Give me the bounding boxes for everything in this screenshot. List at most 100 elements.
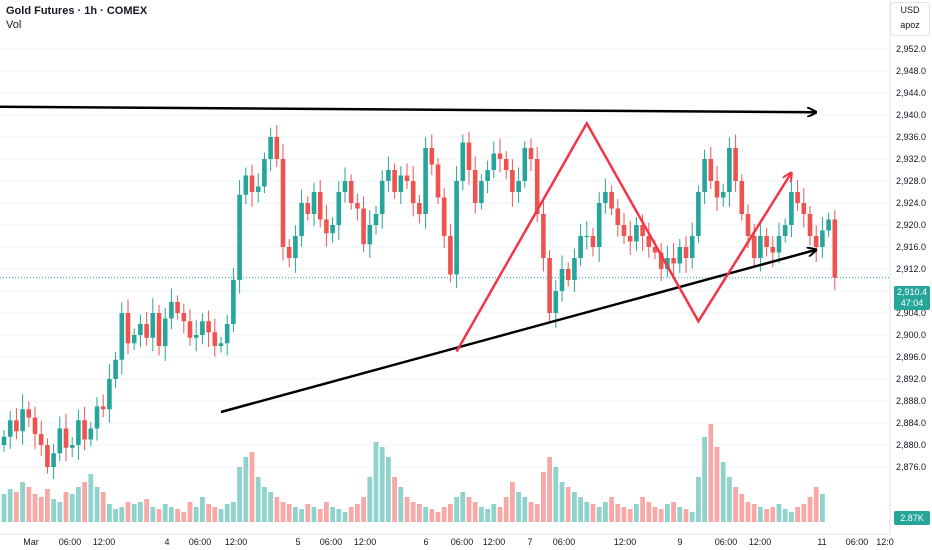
- candle-body: [479, 181, 484, 203]
- candle-body: [392, 170, 397, 192]
- candle-body: [119, 313, 125, 360]
- candle-body: [503, 159, 509, 170]
- candle-body: [497, 153, 503, 159]
- volume-bar: [107, 504, 112, 522]
- volume-bar: [454, 497, 459, 522]
- volume-bar: [57, 502, 63, 522]
- candle-body: [534, 159, 540, 214]
- candle-body: [528, 148, 534, 159]
- volume-bar: [274, 497, 280, 522]
- candle-body: [491, 153, 497, 170]
- price-tick-label: 2,884.0: [896, 418, 926, 428]
- zigzag-projection-arrow: [455, 120, 792, 353]
- candle-body: [32, 417, 38, 434]
- volume-bar: [720, 462, 726, 522]
- candle-body: [361, 208, 366, 245]
- volume-bar: [708, 424, 714, 522]
- volume-bar: [361, 497, 366, 522]
- volume-bar: [584, 502, 590, 522]
- candle-body: [69, 445, 75, 448]
- volume-bar: [237, 467, 242, 522]
- candle-body: [832, 219, 838, 278]
- candle-body: [144, 324, 149, 338]
- candle-body: [696, 192, 701, 236]
- time-axis[interactable]: Mar 06:00 12:00 4 06:00 12:00 5 06:00 12:00 6 06:0…: [0, 533, 894, 547]
- time-tick-label: 06:00: [320, 537, 343, 547]
- volume-bar: [336, 509, 342, 522]
- price-axis[interactable]: 2,952.0 2,948.0 2,944.0 2,940.0 2,936.0 2,932…: [889, 0, 932, 550]
- scale-mode-label: apoz: [900, 20, 920, 30]
- volume-bar: [206, 504, 211, 522]
- volume-bar: [342, 512, 348, 522]
- candle-body: [758, 236, 763, 258]
- candle-body: [683, 247, 689, 258]
- volume-bar: [162, 504, 168, 522]
- candle-body: [609, 192, 614, 209]
- volume-bar: [156, 509, 162, 522]
- candle-body: [206, 321, 211, 333]
- volume-bar: [565, 487, 571, 522]
- volume-bar: [150, 507, 156, 522]
- candle-body: [739, 181, 745, 214]
- candle-body: [578, 236, 583, 258]
- candle-body: [634, 225, 639, 242]
- volume-bar: [386, 457, 391, 522]
- candle-body: [38, 434, 44, 445]
- volume-label[interactable]: Vol: [6, 19, 22, 31]
- candle-body: [665, 258, 670, 269]
- volume-bar: [479, 507, 484, 522]
- candle-body: [243, 175, 249, 195]
- volume-bar: [652, 507, 658, 522]
- price-tick-label: 2,880.0: [896, 440, 926, 450]
- volume-bar: [51, 499, 56, 522]
- candle-body: [342, 181, 348, 192]
- price-tick-label: 2,932.0: [896, 154, 926, 164]
- symbol-title[interactable]: Gold Futures · 1h · COMEX: [6, 5, 148, 17]
- candle-body: [522, 148, 528, 181]
- candle-body: [311, 192, 317, 214]
- candle-body: [293, 236, 298, 258]
- volume-bar: [516, 492, 521, 522]
- candle-body: [485, 170, 490, 181]
- volume-bar: [88, 474, 94, 522]
- volume-bar: [38, 497, 44, 522]
- volume-bar: [286, 504, 292, 522]
- price-axis-background: [890, 0, 932, 550]
- candle-body: [138, 324, 143, 335]
- price-tick-label: 2,948.0: [896, 66, 926, 76]
- candle-body: [212, 332, 218, 346]
- candlesticks: [1, 124, 838, 480]
- price-tick-label: 2,924.0: [896, 198, 926, 208]
- candle-body: [702, 159, 707, 192]
- time-tick-label: 12:00: [483, 537, 506, 547]
- volume-bar: [497, 507, 503, 522]
- volume-bar: [776, 504, 782, 522]
- candle-body: [541, 214, 546, 258]
- candle-body: [255, 186, 261, 192]
- price-tick-label: 2,876.0: [896, 462, 926, 472]
- volume-bar: [131, 504, 137, 522]
- candle-body: [131, 335, 137, 344]
- time-tick-label: 12:00: [225, 537, 248, 547]
- volume-bar: [448, 504, 453, 522]
- volume-bar: [7, 489, 13, 522]
- candle-body: [249, 175, 255, 192]
- volume-bar: [510, 482, 515, 522]
- currency-unit-box[interactable]: USD apoz: [890, 2, 930, 36]
- volume-bar: [745, 502, 751, 522]
- candle-body: [26, 409, 32, 418]
- time-tick-label: 7: [527, 537, 532, 547]
- volume-bar: [82, 482, 87, 522]
- volume-bar: [572, 492, 577, 522]
- candle-body: [460, 142, 466, 181]
- volume-bar: [534, 504, 540, 522]
- candle-body: [658, 252, 664, 269]
- candle-body: [572, 258, 577, 280]
- candle-body: [516, 181, 521, 192]
- candle-body: [510, 170, 515, 192]
- volume-bar: [423, 507, 428, 522]
- candle-body: [262, 159, 267, 187]
- candle-body: [782, 225, 788, 236]
- volume-bar: [255, 477, 261, 522]
